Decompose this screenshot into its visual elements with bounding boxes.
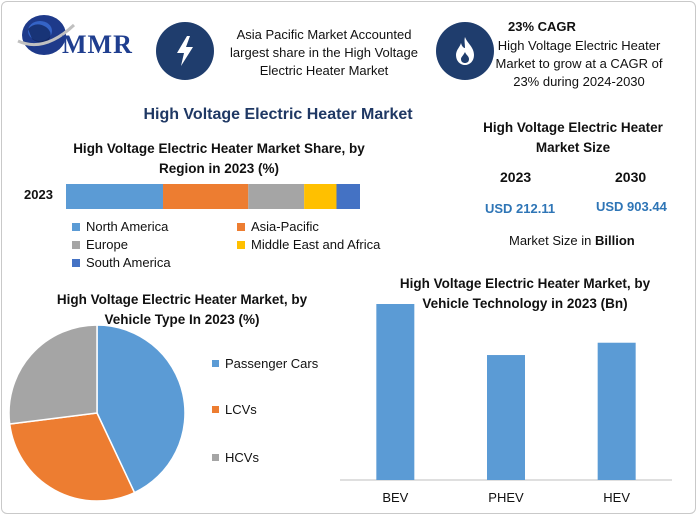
vehicle-tech-bar-chart: BEV PHEV HEV <box>340 304 672 505</box>
region-segment-asia-pacific <box>163 184 249 209</box>
market-size-value-2030: USD 903.44 <box>596 199 667 214</box>
tech-tick-label-phev: PHEV <box>488 490 524 505</box>
cagr-title: 23% CAGR <box>508 19 576 34</box>
legend-label: Middle East and Africa <box>251 237 381 252</box>
legend-item-middle-east-africa: Middle East and Africa <box>237 237 380 252</box>
legend-swatch <box>212 406 219 413</box>
pie-legend-lcvs: LCVs <box>212 402 257 417</box>
legend-swatch <box>212 360 219 367</box>
tech-bar-bev <box>376 304 415 480</box>
legend-swatch <box>237 240 245 249</box>
flame-badge <box>436 22 494 80</box>
region-legend: North America Asia-Pacific Europe Middle… <box>72 219 392 275</box>
lightning-badge <box>156 22 214 80</box>
region-segment-south-america <box>336 184 360 209</box>
legend-label: HCVs <box>225 450 259 465</box>
legend-label: Europe <box>86 237 128 252</box>
tech-tick-label-hev: HEV <box>603 490 630 505</box>
tech-bar-hev <box>597 342 636 480</box>
pie-legend-passenger-cars: Passenger Cars <box>212 356 318 371</box>
pie-slice-hcvs <box>8 324 98 425</box>
legend-swatch <box>72 258 80 267</box>
pie-slice-lcvs <box>8 412 136 502</box>
market-size-title: High Voltage Electric Heater Market Size <box>483 120 663 155</box>
region-segment-europe <box>248 184 305 209</box>
legend-item-asia-pacific: Asia-Pacific <box>237 219 319 234</box>
legend-label: Asia-Pacific <box>251 219 319 234</box>
legend-label: South America <box>86 255 171 270</box>
legend-label: North America <box>86 219 169 234</box>
legend-item-south-america: South America <box>72 255 171 270</box>
vehicle-tech-chart-title: High Voltage Electric Heater Market, by … <box>399 276 651 311</box>
main-title: High Voltage Electric Heater Market <box>143 106 413 123</box>
region-segment-north-america <box>66 184 164 209</box>
market-size-note-unit: Billion <box>594 233 635 248</box>
legend-swatch <box>212 454 219 461</box>
legend-item-north-america: North America <box>72 219 168 234</box>
region-segment-middle-east-and-africa <box>304 184 337 209</box>
lightning-icon <box>177 36 193 66</box>
logo-globe-icon <box>14 11 78 59</box>
pie-slice-passenger-cars <box>96 324 186 494</box>
market-size-note-prefix: Market Size in <box>509 233 595 248</box>
legend-swatch <box>72 240 80 249</box>
tech-bar-phev <box>487 355 525 480</box>
flame-icon <box>456 37 474 65</box>
region-chart-category-label: 2023 <box>24 187 53 202</box>
cagr-text: High Voltage Electric Heater Market to g… <box>495 38 663 89</box>
market-size-value-2023: USD 212.11 <box>485 201 556 216</box>
legend-label: Passenger Cars <box>225 356 319 371</box>
market-size-note: Market Size in Billion <box>509 233 635 248</box>
legend-swatch <box>237 222 245 231</box>
asia-pacific-text: Asia Pacific Market Accounted largest sh… <box>230 27 418 78</box>
tech-tick-label-bev: BEV <box>382 490 408 505</box>
legend-label: LCVs <box>225 402 257 417</box>
legend-swatch <box>72 222 80 231</box>
region-chart-title: High Voltage Electric Heater Market Shar… <box>73 141 365 176</box>
region-stacked-bar <box>66 184 360 209</box>
market-size-year-2023: 2023 <box>500 169 532 185</box>
pie-legend-hcvs: HCVs <box>212 450 259 465</box>
market-size-year-2030: 2030 <box>615 169 647 185</box>
pie-legend: Passenger Cars LCVs HCVs <box>212 356 332 476</box>
logo-text: MMR <box>62 30 133 59</box>
vehicle-type-chart-title: High Voltage Electric Heater Market, by … <box>56 292 308 327</box>
legend-item-europe: Europe <box>72 237 128 252</box>
vehicle-type-pie <box>8 324 186 502</box>
